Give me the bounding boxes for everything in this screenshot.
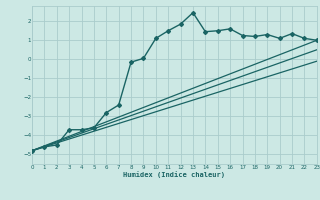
X-axis label: Humidex (Indice chaleur): Humidex (Indice chaleur) bbox=[124, 171, 225, 178]
